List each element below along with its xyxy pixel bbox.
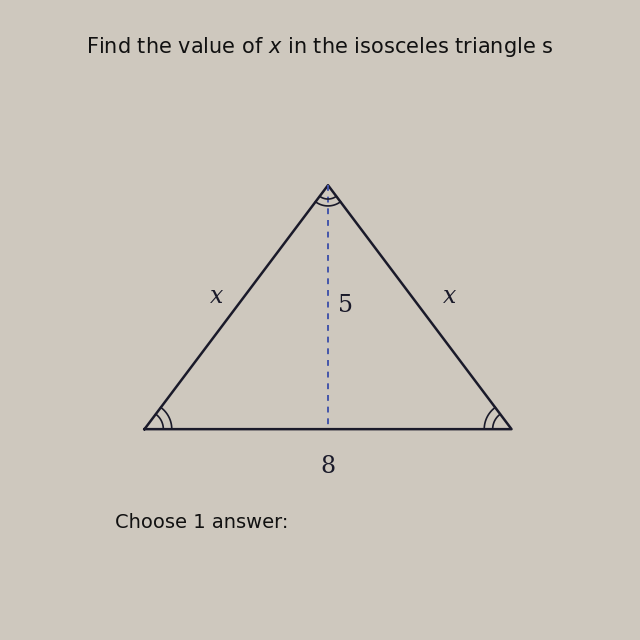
Text: Choose 1 answer:: Choose 1 answer: xyxy=(115,513,288,532)
Text: 5: 5 xyxy=(338,294,353,317)
Text: x: x xyxy=(210,285,223,308)
Text: x: x xyxy=(443,285,456,308)
Text: 8: 8 xyxy=(321,454,335,477)
Text: Find the value of $x$ in the isosceles triangle s: Find the value of $x$ in the isosceles t… xyxy=(86,35,554,60)
